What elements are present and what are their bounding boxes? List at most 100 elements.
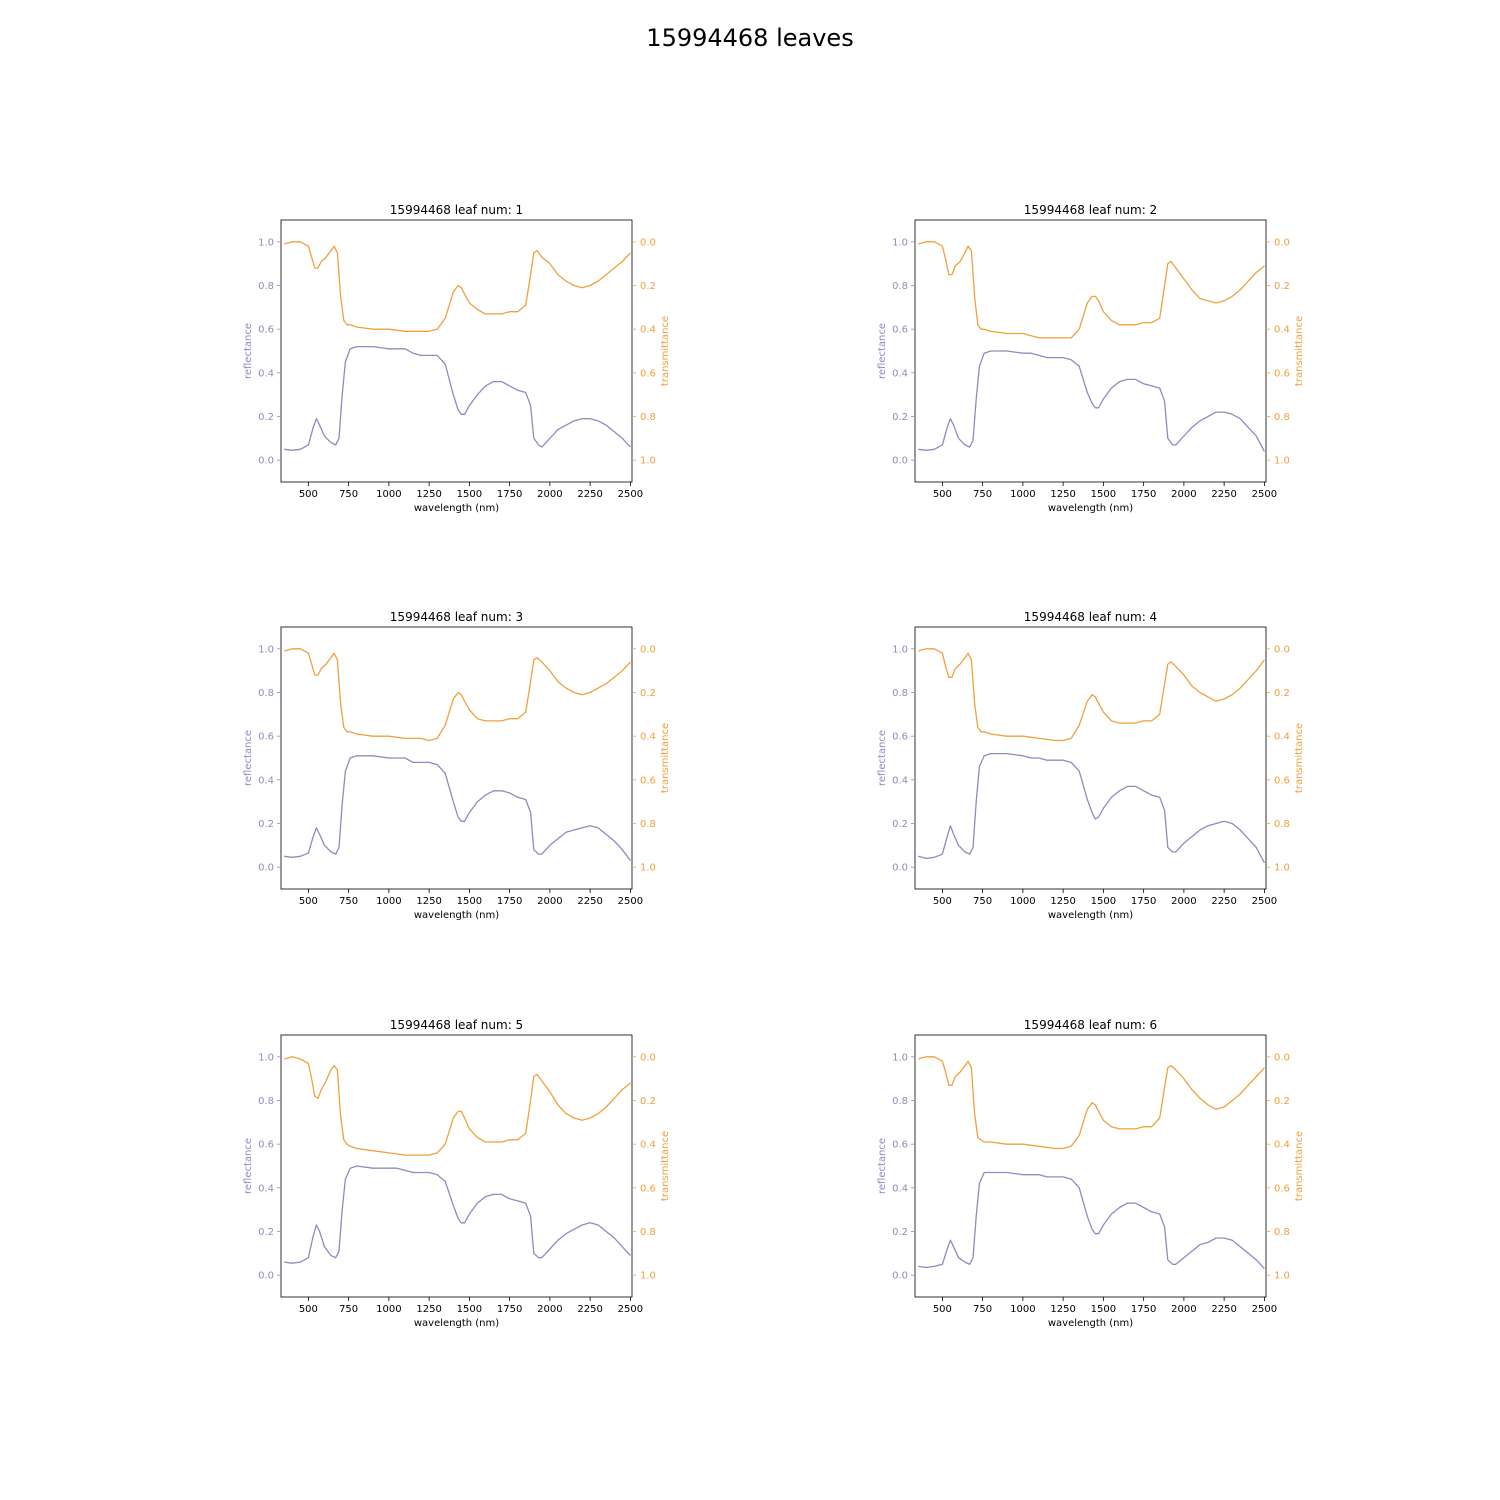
x-tick-label: 1750 [497,1304,522,1315]
x-tick-label: 1750 [1131,1304,1156,1315]
x-tick-label: 500 [299,1304,318,1315]
y2-tick-label: 0.6 [1274,1183,1290,1194]
x-tick-label: 1500 [1091,1304,1116,1315]
x-tick-label: 500 [933,1304,952,1315]
x-tick-label: 1000 [1010,1304,1035,1315]
x-tick-label: 1250 [1050,489,1075,500]
y-axis-label: reflectance [243,323,254,379]
x-tick-label: 750 [973,1304,992,1315]
y-tick-label: 0.8 [892,688,908,699]
y-tick-label: 1.0 [892,1052,908,1063]
reflectance-line [284,345,631,451]
y-tick-label: 0.2 [258,819,274,830]
y2-tick-label: 0.6 [1274,368,1290,379]
x-tick-label: 2500 [1252,489,1277,500]
y-tick-label: 0.4 [892,368,908,379]
y-tick-label: 0.0 [258,456,274,467]
y2-tick-label: 0.0 [1274,237,1290,248]
y-tick-label: 0.6 [258,1140,274,1151]
reflectance-line [918,752,1265,864]
y-tick-label: 0.4 [258,775,274,786]
x-tick-label: 2250 [1211,896,1236,907]
x-tick-label: 1500 [1091,896,1116,907]
y2-tick-label: 0.8 [1274,412,1290,423]
x-axis-label: wavelength (nm) [414,910,499,921]
x-tick-label: 2000 [1171,1304,1196,1315]
y-tick-label: 0.8 [258,1096,274,1107]
subplot-title: 15994468 leaf num: 1 [390,203,523,217]
y-tick-label: 0.0 [892,863,908,874]
y2-axis-label: transmittance [660,316,671,386]
subplot-title: 15994468 leaf num: 2 [1024,203,1157,217]
plot-frame [914,219,1267,483]
x-tick-label: 1250 [416,896,441,907]
x-tick-label: 1750 [497,489,522,500]
y2-tick-label: 0.6 [1274,775,1290,786]
reflectance-line [284,1165,631,1264]
y2-tick-label: 0.4 [640,325,656,336]
transmittance-line [284,648,631,742]
x-tick-label: 2500 [618,1304,643,1315]
y-tick-label: 0.6 [892,325,908,336]
x-tick-label: 500 [299,489,318,500]
x-tick-label: 2000 [537,896,562,907]
y2-axis-label: transmittance [1294,1131,1305,1201]
subplot-title: 15994468 leaf num: 6 [1024,1018,1157,1032]
y2-tick-label: 0.6 [640,775,656,786]
x-tick-label: 1000 [376,1304,401,1315]
subplot-4: 500 750 1000 1250 1500 1750 2000 2250 2500 0.0 0.2… [877,610,1305,921]
y-tick-label: 0.0 [892,456,908,467]
transmittance-line [284,241,631,332]
x-tick-label: 2500 [1252,1304,1277,1315]
x-tick-label: 2250 [1211,489,1236,500]
y2-tick-label: 0.8 [1274,1227,1290,1238]
y-tick-label: 0.0 [892,1271,908,1282]
x-tick-label: 1250 [1050,1304,1075,1315]
y2-tick-label: 0.2 [1274,281,1290,292]
y-axis-label: reflectance [243,1138,254,1194]
x-tick-label: 2250 [577,489,602,500]
x-tick-label: 1000 [1010,896,1035,907]
y-tick-label: 0.8 [892,281,908,292]
y-tick-label: 0.2 [892,819,908,830]
y2-tick-label: 1.0 [640,863,656,874]
y2-axis-label: transmittance [660,1131,671,1201]
y-tick-label: 0.2 [892,1227,908,1238]
subplot-title: 15994468 leaf num: 3 [390,610,523,624]
y-tick-label: 0.6 [892,1140,908,1151]
subplot-title: 15994468 leaf num: 5 [390,1018,523,1032]
y2-tick-label: 0.4 [640,732,656,743]
x-tick-label: 2000 [537,1304,562,1315]
x-tick-label: 2000 [537,489,562,500]
y2-tick-label: 0.8 [1274,819,1290,830]
x-tick-label: 2500 [1252,896,1277,907]
y-tick-label: 0.2 [258,412,274,423]
x-tick-label: 1500 [1091,489,1116,500]
transmittance-line [918,648,1265,742]
x-tick-label: 750 [339,1304,358,1315]
x-tick-label: 1500 [457,1304,482,1315]
figure-title: 15994468 leaves [646,24,854,52]
x-axis-label: wavelength (nm) [1048,1318,1133,1329]
x-tick-label: 1500 [457,489,482,500]
y2-tick-label: 0.2 [1274,688,1290,699]
y2-tick-label: 0.6 [640,1183,656,1194]
y-tick-label: 0.4 [258,368,274,379]
x-tick-label: 1750 [497,896,522,907]
y-axis-label: reflectance [243,730,254,786]
y2-tick-label: 0.0 [1274,1052,1290,1063]
x-tick-label: 1000 [376,896,401,907]
y-axis-label: reflectance [877,730,888,786]
y-tick-label: 0.6 [258,325,274,336]
y2-tick-label: 0.0 [1274,644,1290,655]
y2-tick-label: 0.0 [640,1052,656,1063]
x-tick-label: 500 [299,896,318,907]
x-axis-label: wavelength (nm) [1048,910,1133,921]
plot-frame [280,219,633,483]
x-tick-label: 1000 [1010,489,1035,500]
plot-frame [914,1034,1267,1298]
y2-tick-label: 1.0 [1274,863,1290,874]
subplot-5: 500 750 1000 1250 1500 1750 2000 2250 2500 0.0 0.2… [243,1018,671,1329]
y2-tick-label: 0.2 [640,688,656,699]
